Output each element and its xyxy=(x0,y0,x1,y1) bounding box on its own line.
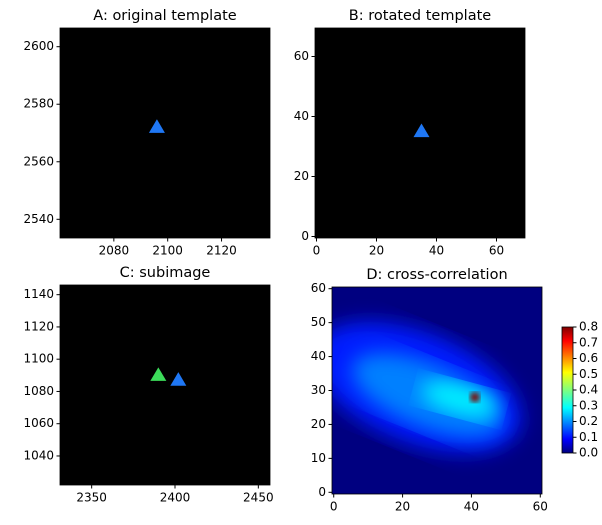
image xyxy=(60,285,270,485)
panel: 0 20 40 60 0 20 40 60 B: rotated template xyxy=(294,8,526,258)
x-tick-label: 2350 xyxy=(76,491,107,505)
y-tick-label: 60 xyxy=(311,281,326,295)
x-tick-label: 2100 xyxy=(152,244,183,258)
panel: 0.0 0.1 0.2 0.30.4 0.5 0.6 0.70.8 0 20 40 60 0 10 20 3… xyxy=(311,267,598,514)
y-tick-label: 60 xyxy=(294,49,309,63)
y-tick-label: 10 xyxy=(311,451,326,465)
x-tick-label: 0 xyxy=(313,244,321,258)
image-texture xyxy=(60,28,270,238)
y-tick-label: 1100 xyxy=(23,352,54,366)
colorbar-tick-label: 0.3 xyxy=(579,398,598,412)
colorbar-tick-label: 0.7 xyxy=(579,335,598,349)
x-tick-label: 20 xyxy=(369,244,384,258)
y-tick-label: 20 xyxy=(294,169,309,183)
x-tick-label: 2450 xyxy=(243,491,274,505)
y-tick-label: 2540 xyxy=(23,212,54,226)
axes-frame xyxy=(59,27,271,239)
panel: 2080 2100 2120 2540 2560 2580 2600 A: original … xyxy=(23,8,271,258)
y-tick-label: 40 xyxy=(311,349,326,363)
panel-title: D: cross-correlation xyxy=(366,267,507,283)
y-tick-label: 0 xyxy=(301,229,309,243)
y-tick-label: 40 xyxy=(294,109,309,123)
marker xyxy=(148,119,165,133)
y-tick-label: 2580 xyxy=(23,97,54,111)
axes-frame xyxy=(314,27,526,239)
y-tick-label: 1060 xyxy=(23,416,54,430)
colorbar-tick-label: 0.0 xyxy=(579,446,598,460)
axes-frame xyxy=(59,284,271,486)
panel-title: B: rotated template xyxy=(349,8,491,24)
image-texture xyxy=(60,285,270,485)
y-tick-label: 30 xyxy=(311,383,326,397)
x-tick-label: 20 xyxy=(395,500,410,514)
image xyxy=(332,287,542,494)
colorbar-tick-label: 0.2 xyxy=(579,414,598,428)
y-tick-label: 0 xyxy=(318,485,326,499)
x-tick-label: 60 xyxy=(489,244,504,258)
marker xyxy=(170,372,187,386)
marker xyxy=(150,367,167,381)
colorbar-tick-label: 0.4 xyxy=(579,383,598,397)
y-tick-label: 1040 xyxy=(23,448,54,462)
colorbar xyxy=(561,326,574,454)
marker xyxy=(413,123,430,138)
x-tick-label: 2120 xyxy=(206,244,237,258)
x-tick-label: 60 xyxy=(533,500,548,514)
y-tick-label: 2560 xyxy=(23,154,54,168)
panel-title: C: subimage xyxy=(120,265,211,281)
y-tick-label: 2600 xyxy=(23,39,54,53)
y-tick-label: 1080 xyxy=(23,384,54,398)
x-tick-label: 2400 xyxy=(160,491,191,505)
panel: 2350 2400 2450 1040 1060 1080 1100 1120 1140 C: s… xyxy=(23,265,273,505)
y-tick-label: 20 xyxy=(311,417,326,431)
x-tick-label: 0 xyxy=(330,500,338,514)
x-tick-label: 40 xyxy=(429,244,444,258)
y-tick-label: 50 xyxy=(311,315,326,329)
x-tick-label: 40 xyxy=(464,500,479,514)
heatmap-peak xyxy=(469,392,480,403)
colorbar-tick-label: 0.1 xyxy=(579,430,598,444)
heatmap-region xyxy=(421,380,499,418)
colorbar-tick-label: 0.5 xyxy=(579,367,598,381)
image xyxy=(60,28,270,238)
y-tick-label: 1120 xyxy=(23,319,54,333)
x-tick-label: 2080 xyxy=(99,244,130,258)
colorbar-tick-label: 0.6 xyxy=(579,351,598,365)
panel-title: A: original template xyxy=(93,8,237,24)
y-tick-label: 1140 xyxy=(23,287,54,301)
colorbar-tick-label: 0.8 xyxy=(579,320,598,334)
